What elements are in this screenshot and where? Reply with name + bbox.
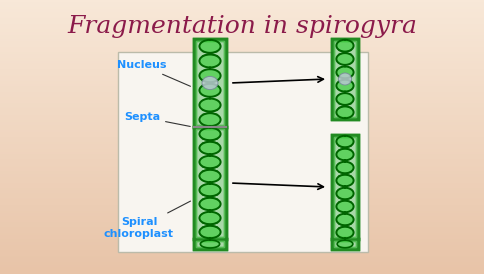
Bar	[194, 39, 226, 127]
Bar	[334, 41, 356, 117]
Polygon shape	[199, 55, 221, 67]
Bar	[196, 41, 224, 125]
Text: Spiral
chloroplast: Spiral chloroplast	[104, 201, 191, 239]
Bar	[334, 137, 356, 237]
Polygon shape	[336, 67, 354, 78]
Polygon shape	[336, 93, 354, 105]
Bar	[196, 241, 224, 247]
Bar	[332, 39, 358, 119]
Polygon shape	[199, 212, 221, 224]
Polygon shape	[199, 226, 221, 238]
Text: Fragmentation in spirogyra: Fragmentation in spirogyra	[67, 15, 417, 38]
Polygon shape	[336, 80, 354, 92]
Bar	[332, 39, 358, 119]
Bar	[194, 239, 226, 249]
Bar	[194, 239, 226, 249]
Bar	[118, 52, 368, 252]
Polygon shape	[336, 201, 354, 212]
Bar	[332, 135, 358, 239]
Polygon shape	[199, 184, 221, 196]
Bar	[196, 241, 224, 247]
Polygon shape	[336, 188, 354, 199]
Ellipse shape	[202, 76, 218, 90]
Polygon shape	[199, 170, 221, 182]
Bar	[196, 129, 224, 237]
Bar	[194, 39, 226, 127]
Polygon shape	[336, 162, 354, 173]
Polygon shape	[200, 240, 220, 248]
Bar	[334, 137, 356, 237]
Text: Septa: Septa	[124, 112, 190, 127]
Bar	[194, 127, 226, 239]
Polygon shape	[199, 113, 221, 126]
Bar	[332, 239, 358, 249]
Polygon shape	[336, 53, 354, 65]
Bar	[332, 135, 358, 239]
Polygon shape	[336, 214, 354, 225]
Bar	[334, 241, 356, 247]
Bar	[194, 127, 226, 239]
Bar	[332, 239, 358, 249]
Polygon shape	[199, 128, 221, 140]
Bar	[334, 41, 356, 117]
Bar	[196, 41, 224, 125]
Polygon shape	[199, 156, 221, 168]
Polygon shape	[336, 136, 354, 147]
Polygon shape	[336, 227, 354, 238]
Text: Nucleus: Nucleus	[117, 60, 190, 86]
Polygon shape	[336, 106, 354, 118]
Polygon shape	[199, 198, 221, 210]
Bar	[334, 241, 356, 247]
Ellipse shape	[338, 73, 351, 85]
Polygon shape	[199, 99, 221, 112]
Polygon shape	[199, 142, 221, 154]
Polygon shape	[199, 40, 221, 53]
Polygon shape	[199, 69, 221, 82]
Polygon shape	[199, 84, 221, 97]
Polygon shape	[336, 175, 354, 186]
Bar	[196, 129, 224, 237]
Polygon shape	[336, 149, 354, 160]
Polygon shape	[337, 240, 353, 248]
Polygon shape	[336, 40, 354, 52]
